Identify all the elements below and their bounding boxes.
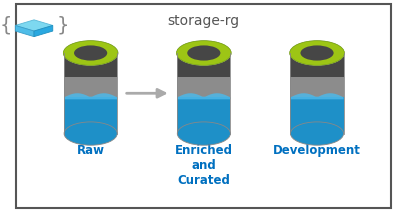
Ellipse shape <box>187 45 220 61</box>
Text: Development: Development <box>273 144 361 157</box>
Polygon shape <box>290 77 344 97</box>
Text: storage-rg: storage-rg <box>168 14 240 28</box>
Ellipse shape <box>176 41 231 65</box>
Ellipse shape <box>64 41 117 65</box>
Text: Enriched
and
Curated: Enriched and Curated <box>175 144 233 187</box>
Polygon shape <box>64 97 117 134</box>
Polygon shape <box>177 97 230 134</box>
Polygon shape <box>177 53 230 77</box>
Polygon shape <box>34 25 53 37</box>
Ellipse shape <box>64 122 117 145</box>
Polygon shape <box>64 77 117 97</box>
Ellipse shape <box>300 45 334 61</box>
Ellipse shape <box>177 41 230 65</box>
Text: }: } <box>56 16 69 35</box>
Ellipse shape <box>176 41 231 65</box>
Ellipse shape <box>74 45 107 61</box>
Ellipse shape <box>290 122 344 145</box>
Ellipse shape <box>63 41 118 65</box>
Polygon shape <box>290 93 344 99</box>
Polygon shape <box>64 53 117 77</box>
Polygon shape <box>177 77 230 97</box>
Polygon shape <box>177 93 230 99</box>
Text: {: { <box>0 16 12 35</box>
Ellipse shape <box>63 41 118 65</box>
Ellipse shape <box>290 41 344 65</box>
Polygon shape <box>64 93 117 99</box>
Polygon shape <box>290 53 344 77</box>
Polygon shape <box>290 97 344 134</box>
Polygon shape <box>15 25 34 37</box>
Text: Raw: Raw <box>77 144 105 157</box>
Ellipse shape <box>177 122 230 145</box>
Ellipse shape <box>290 41 344 65</box>
Ellipse shape <box>290 41 344 65</box>
Polygon shape <box>15 20 53 31</box>
